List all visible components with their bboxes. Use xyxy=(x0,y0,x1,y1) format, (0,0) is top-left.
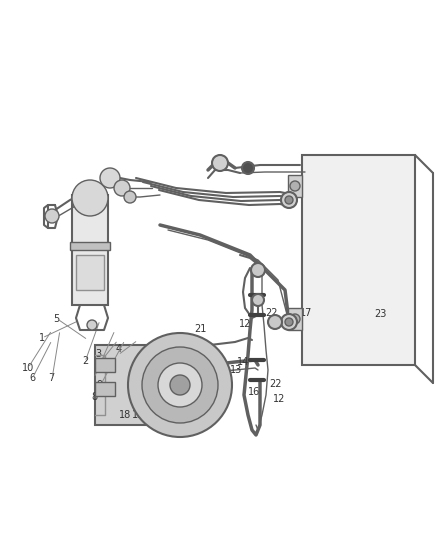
Text: 19: 19 xyxy=(132,410,144,419)
Bar xyxy=(95,358,115,372)
Text: 11: 11 xyxy=(252,267,265,277)
Text: 9: 9 xyxy=(97,381,103,390)
Circle shape xyxy=(114,180,130,196)
Text: 22: 22 xyxy=(270,379,282,389)
Circle shape xyxy=(87,320,97,330)
Circle shape xyxy=(142,347,218,423)
Text: 17: 17 xyxy=(300,309,313,318)
Circle shape xyxy=(158,363,202,407)
Circle shape xyxy=(290,314,300,324)
Text: 8: 8 xyxy=(91,392,97,402)
Bar xyxy=(70,242,110,250)
Text: 4: 4 xyxy=(115,344,121,354)
Circle shape xyxy=(281,314,297,330)
Bar xyxy=(76,255,104,290)
Text: 18: 18 xyxy=(119,410,131,419)
Text: 2: 2 xyxy=(82,357,88,366)
Text: 20: 20 xyxy=(194,346,207,356)
Text: 13: 13 xyxy=(230,366,243,375)
Text: 22: 22 xyxy=(265,309,278,318)
Circle shape xyxy=(268,315,282,329)
Bar xyxy=(95,382,115,396)
Bar xyxy=(72,192,108,198)
Circle shape xyxy=(285,318,293,326)
Text: 12: 12 xyxy=(239,319,251,329)
Text: 21: 21 xyxy=(194,325,207,334)
Circle shape xyxy=(170,375,190,395)
Circle shape xyxy=(290,181,300,191)
Text: 5: 5 xyxy=(53,314,59,324)
Text: 12: 12 xyxy=(273,394,286,403)
Circle shape xyxy=(124,191,136,203)
Circle shape xyxy=(72,180,108,216)
Circle shape xyxy=(252,294,264,306)
Circle shape xyxy=(45,209,59,223)
Circle shape xyxy=(212,155,228,171)
Circle shape xyxy=(242,162,254,174)
Text: 23: 23 xyxy=(374,310,386,319)
Circle shape xyxy=(100,168,120,188)
Text: 14: 14 xyxy=(237,358,249,367)
Bar xyxy=(288,308,302,330)
Circle shape xyxy=(285,196,293,204)
Text: 3: 3 xyxy=(95,350,102,359)
Bar xyxy=(288,175,302,197)
Circle shape xyxy=(281,192,297,208)
Bar xyxy=(72,195,108,305)
Circle shape xyxy=(128,333,232,437)
Text: 22: 22 xyxy=(168,405,180,414)
Bar xyxy=(302,155,415,365)
Text: 6: 6 xyxy=(29,374,35,383)
Text: 10: 10 xyxy=(22,363,35,373)
Text: 1: 1 xyxy=(39,334,45,343)
Text: 16: 16 xyxy=(248,387,260,397)
Circle shape xyxy=(251,263,265,277)
Bar xyxy=(95,345,210,425)
Text: 7: 7 xyxy=(49,374,55,383)
